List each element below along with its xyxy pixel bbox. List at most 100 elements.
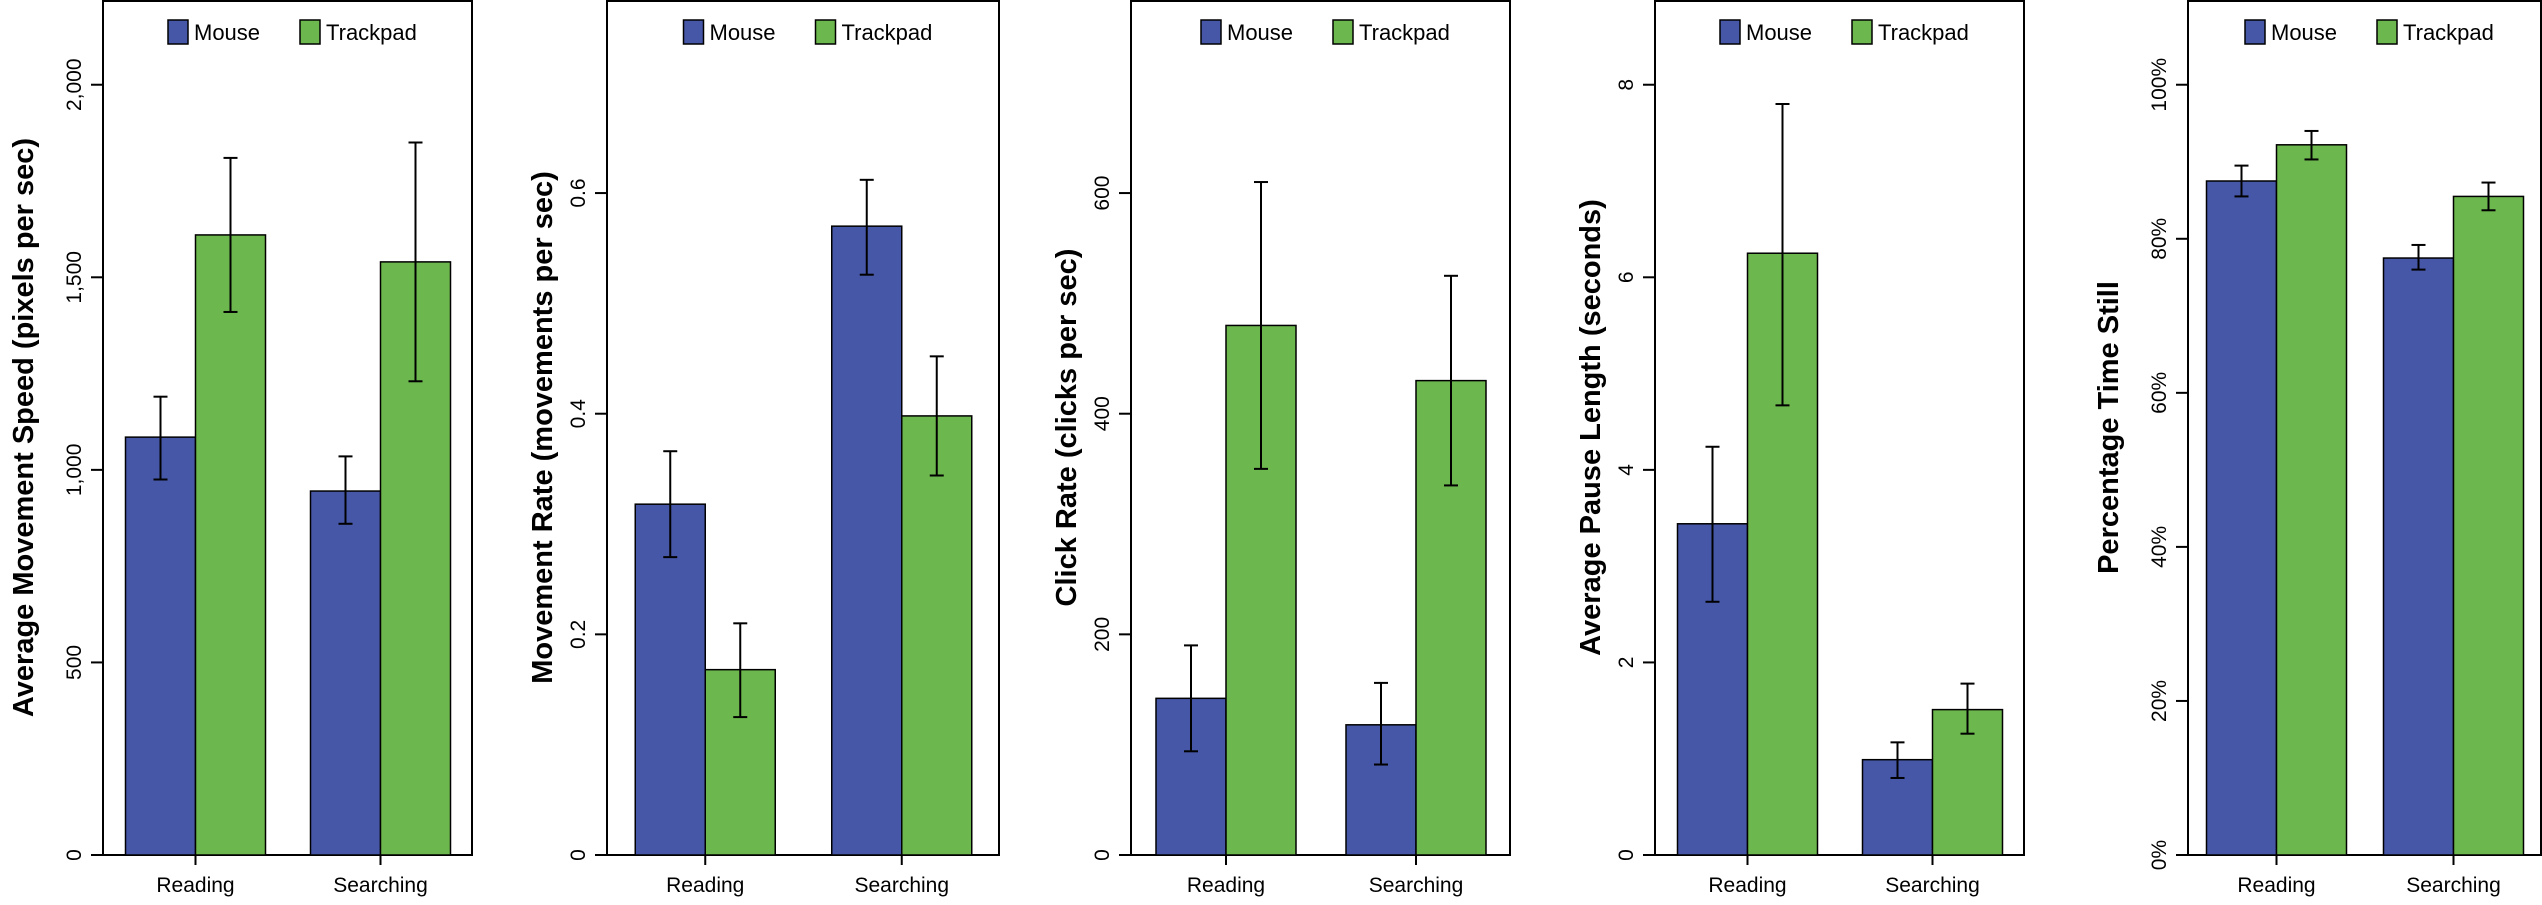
error-bar <box>1775 102 1790 407</box>
legend-label-mouse: Mouse <box>710 20 776 45</box>
legend-label-mouse: Mouse <box>1227 20 1293 45</box>
x-category-label: Reading <box>2237 874 2315 897</box>
legend-label-trackpad: Trackpad <box>1359 20 1450 45</box>
y-tick-label: 600 <box>1091 176 1114 211</box>
y-tick-label: 60% <box>2148 372 2171 414</box>
y-tick-label: 20% <box>2148 680 2171 722</box>
y-tick-label: 500 <box>63 645 86 680</box>
chart-2: 0 0.2 0.4 0.6 Movement Rate (movements per s… <box>527 0 1000 897</box>
y-tick-label: 0 <box>1615 849 1638 861</box>
error-bar <box>859 178 874 276</box>
legend-swatch-mouse <box>2244 19 2266 45</box>
error-bar <box>1254 181 1268 470</box>
y-tick-label: 400 <box>1091 396 1114 431</box>
y-tick-label: 0.2 <box>567 620 590 649</box>
legend-label-trackpad: Trackpad <box>1878 20 1969 45</box>
y-tick-label: 200 <box>1091 617 1114 652</box>
bar-mouse-reading <box>634 503 706 856</box>
x-category-label: Searching <box>2406 874 2501 897</box>
error-bar <box>1444 274 1458 487</box>
x-category-label: Reading <box>666 874 744 897</box>
error-bar <box>1184 644 1198 753</box>
x-category-label: Reading <box>1187 874 1265 897</box>
bar-mouse-reading <box>2205 180 2278 856</box>
bar-mouse-searching <box>309 490 382 856</box>
bar-mouse-searching <box>831 225 903 856</box>
error-bar <box>2304 129 2319 161</box>
error-bar <box>1374 681 1388 766</box>
legend-swatch-mouse <box>1719 19 1741 45</box>
chart-4: 0 2 4 6 8 Average Pause Length (seconds) Readi… <box>1575 0 2025 897</box>
y-tick-label: 0 <box>567 849 590 861</box>
plot-frame <box>102 0 473 856</box>
error-bar <box>733 622 748 719</box>
y-tick-label: 4 <box>1615 464 1638 476</box>
legend-label-mouse: Mouse <box>194 20 260 45</box>
y-tick-label: 0.4 <box>567 399 590 429</box>
legend-swatch-trackpad <box>1332 19 1354 45</box>
legend: Mouse Trackpad <box>2244 19 2494 45</box>
error-bar <box>2411 243 2426 271</box>
legend-swatch-mouse <box>682 19 705 45</box>
legend: Mouse Trackpad <box>167 19 417 45</box>
y-tick-label: 0 <box>63 849 86 861</box>
y-axis-label: Movement Rate (movements per sec) <box>527 171 559 684</box>
y-tick-label: 100% <box>2148 58 2171 112</box>
y-tick-label: 40% <box>2148 526 2171 568</box>
y-tick-label: 0.6 <box>567 178 590 207</box>
chart-3: 0 200 400 600 Click Rate (clicks per sec) Rea… <box>1051 0 1511 897</box>
y-tick-label: 2 <box>1615 657 1638 669</box>
y-tick-label: 0% <box>2148 840 2171 870</box>
bar-mouse-searching <box>2382 257 2455 856</box>
x-category-label: Searching <box>333 874 428 897</box>
bar-trackpad-reading <box>2275 144 2348 856</box>
y-tick-label: 8 <box>1615 79 1638 91</box>
bar-trackpad-searching <box>901 415 973 856</box>
bar-trackpad-reading <box>194 234 267 856</box>
plot-frame <box>1654 0 2025 856</box>
legend-swatch-trackpad <box>2376 19 2398 45</box>
y-axis-label: Average Movement Speed (pixels per sec) <box>8 138 40 717</box>
y-axis-label: Percentage Time Still <box>2093 281 2125 574</box>
legend-label-trackpad: Trackpad <box>842 20 933 45</box>
legend: Mouse Trackpad <box>1200 19 1450 45</box>
x-category-label: Searching <box>1885 874 1980 897</box>
legend-swatch-trackpad <box>1851 19 1873 45</box>
legend-label-mouse: Mouse <box>2271 20 2337 45</box>
legend-swatch-trackpad <box>814 19 837 45</box>
error-bar <box>1960 682 1975 735</box>
chart-5: 0% 20% 40% 60% 80% 100% Percentage Time Still R… <box>2093 0 2542 897</box>
legend-swatch-mouse <box>167 19 189 45</box>
legend: Mouse Trackpad <box>1719 19 1969 45</box>
plot-frame <box>606 0 1000 856</box>
y-axis-label: Click Rate (clicks per sec) <box>1051 249 1083 607</box>
error-bar <box>338 455 353 525</box>
legend-swatch-trackpad <box>299 19 321 45</box>
bar-mouse-reading <box>124 436 197 856</box>
error-bar <box>663 450 678 559</box>
error-bar <box>1890 741 1905 779</box>
y-tick-label: 0 <box>1091 849 1114 861</box>
y-tick-label: 2,000 <box>63 58 86 111</box>
y-tick-label: 6 <box>1615 271 1638 283</box>
y-tick-label: 80% <box>2148 218 2171 260</box>
y-tick-label: 1,000 <box>63 444 86 497</box>
legend-label-trackpad: Trackpad <box>326 20 417 45</box>
plot-frame <box>1130 0 1511 856</box>
x-category-label: Reading <box>1708 874 1786 897</box>
y-tick-label: 1,500 <box>63 251 86 304</box>
legend-label-trackpad: Trackpad <box>2403 20 2494 45</box>
error-bar <box>153 395 168 481</box>
error-bar <box>1705 445 1720 603</box>
legend-swatch-mouse <box>1200 19 1222 45</box>
legend: Mouse Trackpad <box>682 19 933 45</box>
error-bar <box>929 355 944 477</box>
bar-trackpad-searching <box>2452 195 2525 856</box>
error-bar <box>223 156 238 313</box>
x-category-label: Searching <box>854 874 949 897</box>
legend-label-mouse: Mouse <box>1746 20 1812 45</box>
x-category-label: Searching <box>1369 874 1464 897</box>
chart-1: 0 500 1,000 1,500 2,000 Average Movement Spee… <box>8 0 473 897</box>
error-bar <box>2481 181 2496 212</box>
